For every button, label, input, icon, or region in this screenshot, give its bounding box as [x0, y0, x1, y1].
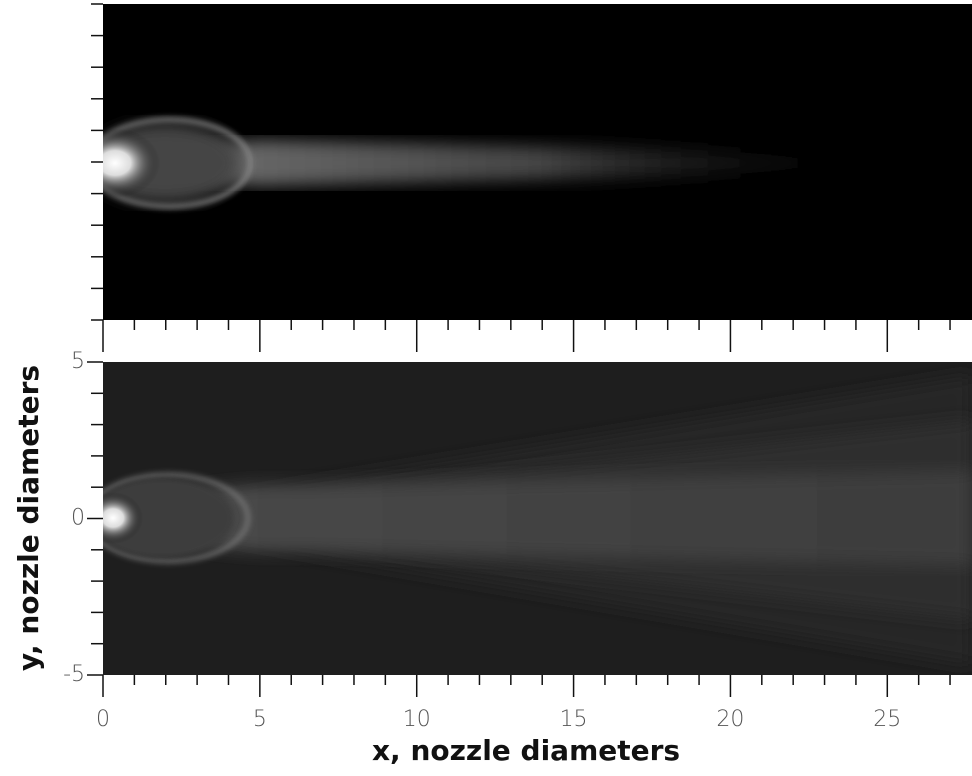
y-tick-label: 0	[71, 506, 85, 531]
y-tick-label: 5	[71, 349, 85, 374]
x-tick-label: 20	[716, 707, 744, 732]
y-tick-label: -5	[63, 662, 85, 687]
y-axis-label: y, nozzle diameters	[12, 365, 45, 671]
x-tick-label: 25	[873, 707, 901, 732]
x-tick-label: 5	[253, 707, 267, 732]
x-tick-label: 0	[96, 707, 110, 732]
x-tick-label: 10	[403, 707, 431, 732]
bottom-image	[103, 362, 972, 675]
x-axis-label: x, nozzle diameters	[372, 734, 680, 767]
top-image	[103, 4, 972, 320]
x-tick-label: 15	[560, 707, 588, 732]
